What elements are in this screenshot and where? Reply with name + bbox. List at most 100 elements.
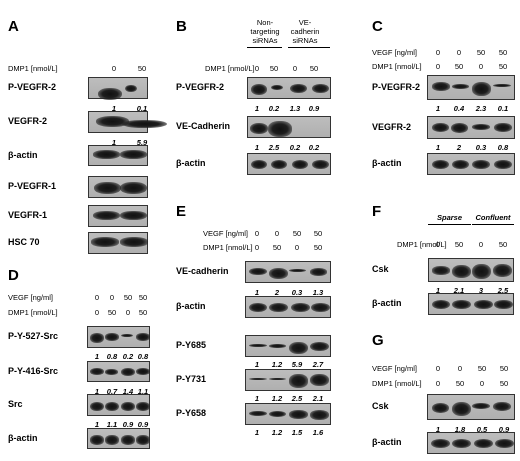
blot-row-label: VE-cadherin	[176, 266, 229, 276]
blot-row-label: β-actin	[8, 149, 38, 160]
blot-strip	[428, 293, 514, 315]
group-header: VE- cadherin siRNAs	[290, 18, 320, 45]
condition-value: 50	[454, 240, 464, 249]
band	[120, 367, 135, 377]
band	[472, 263, 491, 280]
band	[105, 435, 119, 445]
quant-value: 5.9	[291, 360, 303, 369]
condition-value: 0	[111, 64, 117, 73]
band	[135, 333, 150, 341]
blot-strip	[88, 145, 148, 166]
condition-value: 0	[435, 240, 441, 249]
condition-value: 50	[269, 64, 279, 73]
blot-row-label: P-Y-416-Src	[8, 365, 59, 376]
condition-value: 50	[455, 379, 465, 388]
panel-label: E	[176, 203, 187, 220]
band	[135, 401, 150, 411]
condition-value: 0	[125, 308, 131, 317]
blot-row-label: β-actin	[176, 301, 206, 311]
quant-value: 1.1	[106, 420, 118, 429]
quant-value: 0.8	[137, 352, 149, 361]
band	[269, 343, 287, 348]
quant-value: 1	[254, 288, 260, 297]
band	[432, 266, 450, 275]
blot-row-label: β-actin	[8, 432, 38, 443]
blot-row-label: P-Y731	[176, 374, 207, 384]
condition-value: 0	[294, 243, 300, 252]
band	[291, 159, 309, 170]
quant-value: 2.5	[268, 143, 280, 152]
quant-value: 2.1	[312, 394, 324, 403]
quant-value: 0.2	[122, 352, 134, 361]
quant-value: 1.2	[271, 394, 283, 403]
blot-row-label: β-actin	[176, 158, 206, 168]
band	[91, 237, 119, 247]
condition-value: 0	[274, 229, 280, 238]
band	[120, 435, 135, 445]
band	[89, 435, 104, 445]
band	[270, 159, 288, 170]
band	[105, 369, 118, 375]
blot-strip	[245, 335, 331, 357]
quant-value: 1	[111, 138, 117, 147]
blot-row-label: P-VEGFR-2	[372, 81, 421, 92]
band	[309, 374, 329, 387]
blot-strip	[88, 232, 148, 254]
quant-value: 1	[254, 104, 260, 113]
blot-strip	[247, 153, 331, 175]
band	[472, 159, 490, 170]
quant-value: 1	[254, 428, 260, 437]
blot-strip	[245, 403, 331, 425]
band	[473, 438, 494, 449]
quant-value: 2	[274, 288, 280, 297]
quant-value: 0.2	[268, 104, 280, 113]
blot-strip	[245, 261, 331, 283]
band	[120, 150, 148, 159]
band	[289, 374, 308, 388]
band	[249, 410, 267, 417]
blot-strip	[245, 296, 331, 318]
band	[493, 83, 511, 88]
quant-value: 3	[478, 286, 484, 295]
condition-value: 0	[94, 293, 100, 302]
band	[472, 402, 490, 410]
band	[248, 302, 268, 313]
blot-row-label: Csk	[372, 401, 389, 411]
panel-label: A	[8, 18, 19, 35]
condition-value: 50	[477, 364, 487, 373]
quant-value: 1	[254, 143, 260, 152]
condition-label: VEGF [ng/ml]	[8, 293, 54, 302]
quant-value: 2.7	[312, 360, 324, 369]
band	[269, 377, 287, 381]
quant-value: 0.1	[497, 104, 509, 113]
group-underline	[428, 224, 471, 225]
quant-value: 1.8	[454, 425, 466, 434]
condition-value: 0	[254, 243, 260, 252]
band	[450, 122, 469, 134]
band	[309, 268, 327, 276]
group-header: Confluent	[475, 213, 511, 222]
quant-value: 1	[435, 425, 441, 434]
quant-value: 0.4	[453, 104, 465, 113]
band	[120, 333, 134, 337]
blot-strip	[87, 361, 150, 382]
blot-row-label: P-VEGFR-2	[8, 82, 57, 92]
quant-value: 1	[111, 104, 117, 113]
condition-label: DMP1 [nmol/L]	[8, 64, 58, 73]
quant-value: 0.9	[498, 425, 510, 434]
blot-row-label: VE-Cadherin	[176, 121, 231, 131]
band	[451, 438, 472, 449]
blot-row-label: VEGFR-2	[372, 121, 412, 132]
condition-value: 50	[292, 229, 302, 238]
band	[89, 367, 104, 376]
quant-value: 1.4	[122, 387, 134, 396]
band	[432, 82, 450, 91]
blot-strip	[88, 111, 167, 133]
quant-value: 0.7	[106, 387, 118, 396]
blot-strip	[88, 77, 148, 100]
band	[431, 402, 450, 414]
condition-value: 0	[435, 62, 441, 71]
condition-value: 0	[456, 48, 462, 57]
quant-value: 1	[435, 104, 441, 113]
condition-label: DMP1 [nmol/L]	[372, 62, 422, 71]
